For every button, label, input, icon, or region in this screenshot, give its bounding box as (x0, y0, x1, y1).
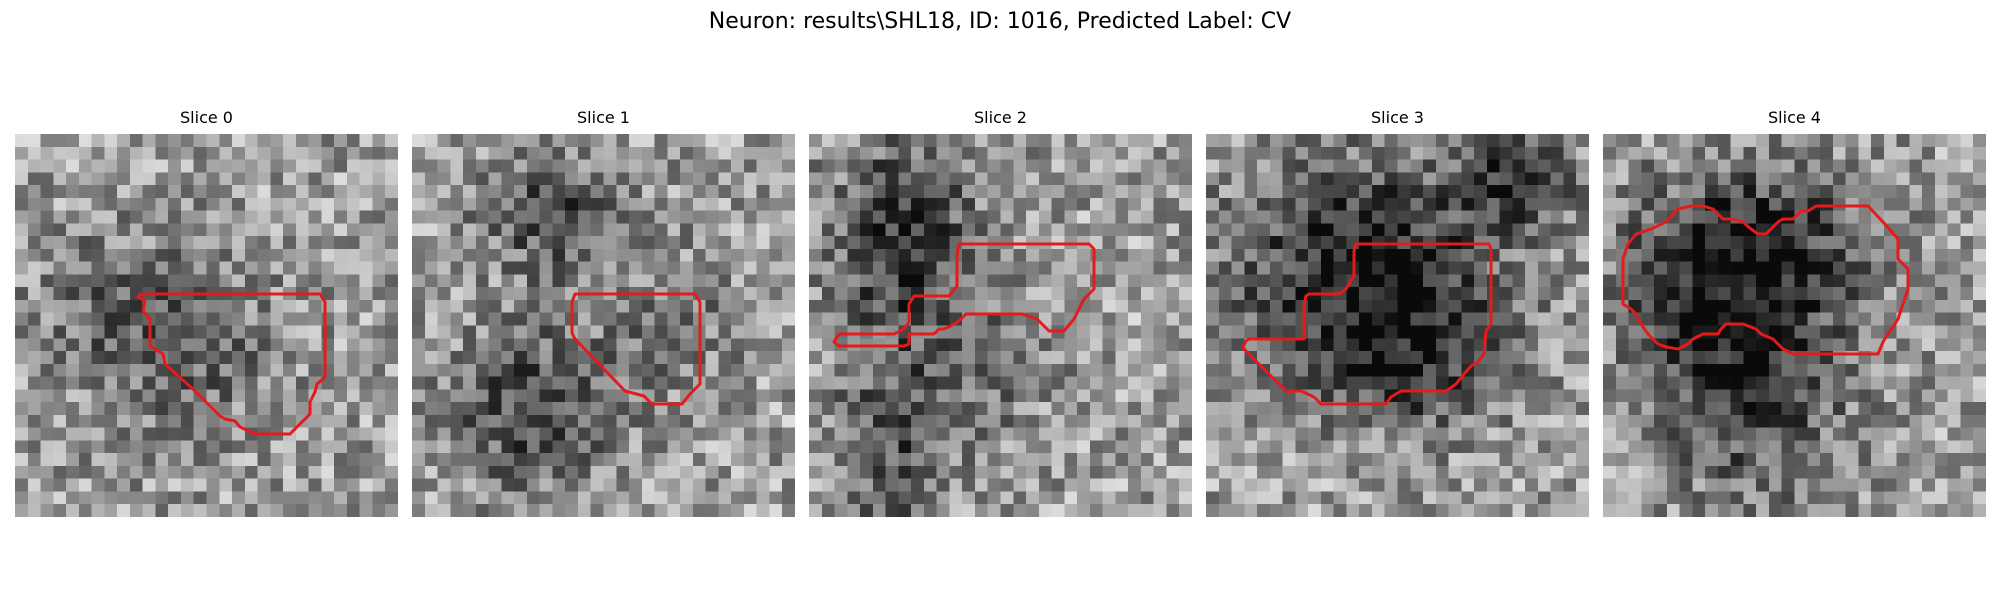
grayscale-slice-canvas (1206, 134, 1589, 517)
slice-image (1603, 134, 1986, 517)
roi-contour-overlay (570, 292, 702, 406)
slice-image (15, 134, 398, 517)
grayscale-slice-canvas (412, 134, 795, 517)
slice-image (412, 134, 795, 517)
roi-contour (136, 292, 327, 436)
roi-contour-overlay (136, 292, 327, 436)
roi-contour-overlay (832, 242, 1096, 348)
slice-title: Slice 0 (180, 108, 233, 127)
slice-image (809, 134, 1192, 517)
slice-title: Slice 1 (577, 108, 630, 127)
slice-image (1206, 134, 1589, 517)
slice-title: Slice 2 (974, 108, 1027, 127)
slice-title: Slice 4 (1768, 108, 1821, 127)
grayscale-slice-canvas (1603, 134, 1986, 517)
grayscale-slice-canvas (15, 134, 398, 517)
roi-contour-overlay (1241, 242, 1493, 406)
roi-contour (1241, 242, 1493, 406)
roi-contour (1621, 204, 1910, 356)
grayscale-slice-canvas (809, 134, 1192, 517)
roi-contour (570, 292, 702, 406)
roi-contour-overlay (1621, 204, 1910, 356)
figure-title: Neuron: results\SHL18, ID: 1016, Predict… (708, 9, 1292, 34)
slice-title: Slice 3 (1371, 108, 1424, 127)
roi-contour (832, 242, 1096, 348)
